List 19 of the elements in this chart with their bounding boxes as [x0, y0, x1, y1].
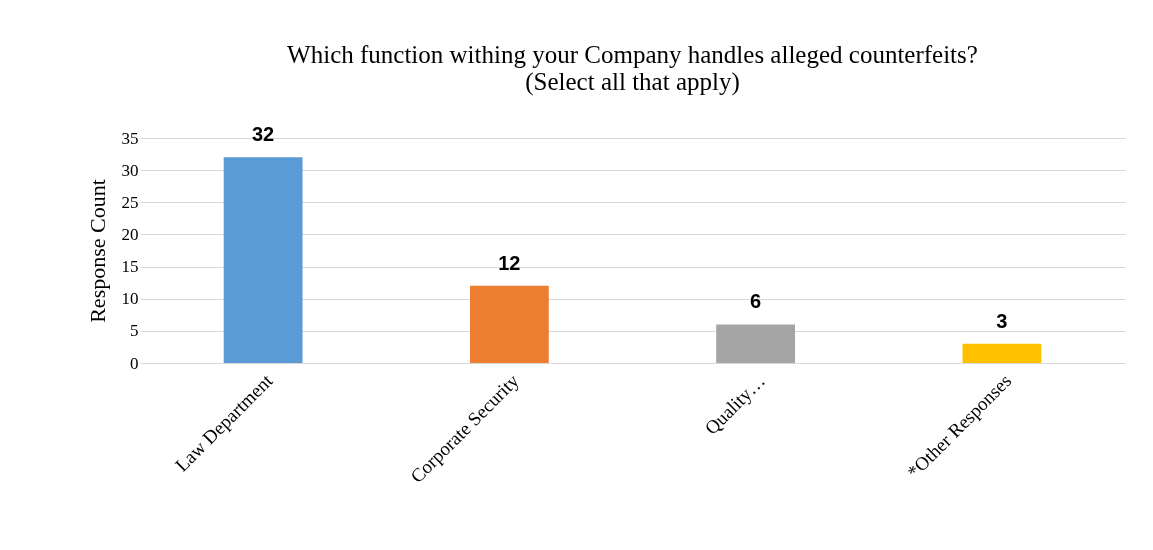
- y-tick-label: 10: [121, 289, 139, 309]
- y-tick-label: 35: [121, 128, 139, 148]
- data-label: 3: [996, 309, 1008, 332]
- bar: [962, 343, 1042, 363]
- y-tick-label: 25: [121, 192, 139, 212]
- chart-subtitle: (Select all that apply): [525, 68, 740, 97]
- y-tick-label: 5: [130, 321, 139, 341]
- y-tick-label: 15: [121, 257, 139, 277]
- data-label: 6: [750, 290, 762, 313]
- data-label: 12: [498, 251, 521, 274]
- chart-title: Which function withing your Company handles alleged counterfeits?: [287, 41, 978, 69]
- bar: [223, 157, 303, 363]
- bar: [469, 285, 549, 363]
- y-tick-label: 30: [121, 160, 139, 180]
- y-axis-title: Response Count: [84, 179, 110, 323]
- data-label: 32: [252, 123, 275, 146]
- bar: [716, 324, 796, 363]
- y-tick-label: 20: [121, 224, 139, 244]
- y-tick-label: 0: [130, 353, 139, 373]
